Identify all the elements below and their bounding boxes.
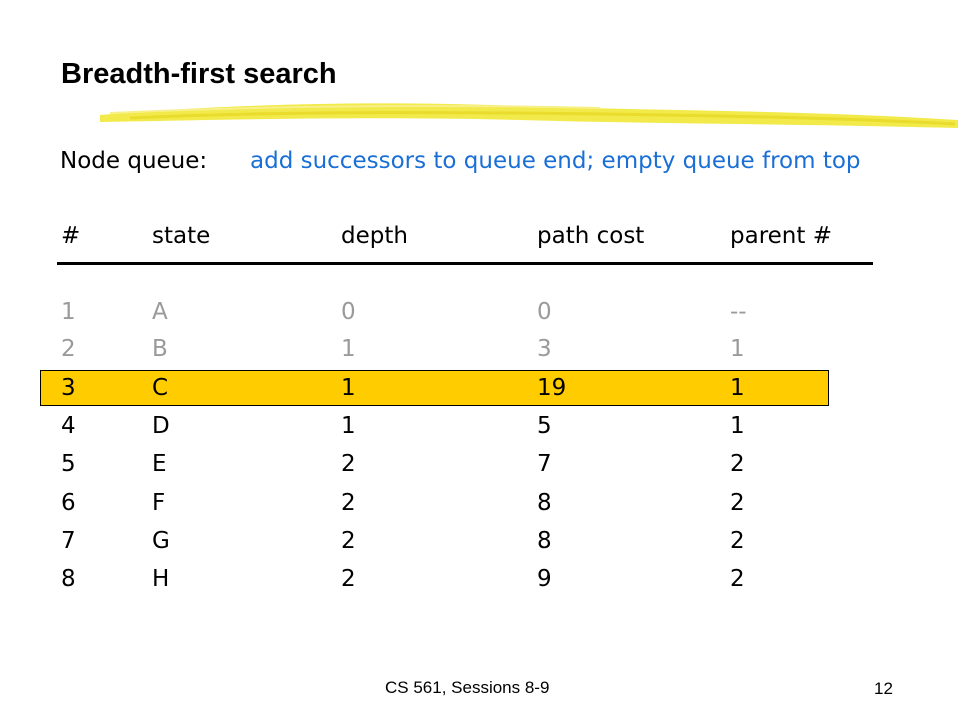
row-state: A bbox=[152, 299, 168, 325]
row-path-cost: 0 bbox=[537, 299, 552, 325]
row-depth: 2 bbox=[341, 566, 356, 592]
row-path-cost: 7 bbox=[537, 451, 552, 477]
slide-title: Breadth-first search bbox=[61, 58, 337, 90]
row-number: 5 bbox=[61, 451, 76, 477]
row-path-cost: 5 bbox=[537, 413, 552, 439]
row-state: H bbox=[152, 566, 170, 592]
row-parent: -- bbox=[730, 299, 747, 325]
row-path-cost: 19 bbox=[537, 375, 567, 401]
row-number: 2 bbox=[61, 336, 76, 362]
footer-course-label: CS 561, Sessions 8-9 bbox=[385, 678, 550, 697]
row-depth: 1 bbox=[341, 336, 356, 362]
row-number: 7 bbox=[61, 528, 76, 554]
row-number: 4 bbox=[61, 413, 76, 439]
row-path-cost: 3 bbox=[537, 336, 552, 362]
column-header-parent: parent # bbox=[730, 223, 832, 249]
row-state: D bbox=[152, 413, 170, 439]
row-parent: 2 bbox=[730, 528, 745, 554]
header-rule bbox=[57, 262, 873, 265]
node-queue-label: Node queue: bbox=[60, 148, 208, 174]
row-number: 6 bbox=[61, 490, 76, 516]
highlighted-row-box bbox=[40, 370, 829, 406]
row-state: F bbox=[152, 490, 166, 516]
row-state: G bbox=[152, 528, 170, 554]
row-depth: 1 bbox=[341, 375, 356, 401]
row-parent: 2 bbox=[730, 566, 745, 592]
row-depth: 1 bbox=[341, 413, 356, 439]
column-header-number: # bbox=[61, 223, 81, 249]
node-queue-description: add successors to queue end; empty queue… bbox=[250, 148, 861, 174]
row-state: E bbox=[152, 451, 167, 477]
row-depth: 2 bbox=[341, 490, 356, 516]
row-number: 3 bbox=[61, 375, 76, 401]
row-number: 8 bbox=[61, 566, 76, 592]
row-path-cost: 9 bbox=[537, 566, 552, 592]
slide-page-number: 12 bbox=[874, 679, 893, 698]
column-header-path-cost: path cost bbox=[537, 223, 645, 249]
row-parent: 1 bbox=[730, 413, 745, 439]
row-state: C bbox=[152, 375, 169, 401]
row-state: B bbox=[152, 336, 168, 362]
row-parent: 2 bbox=[730, 490, 745, 516]
row-depth: 0 bbox=[341, 299, 356, 325]
column-header-state: state bbox=[152, 223, 211, 249]
row-parent: 1 bbox=[730, 336, 745, 362]
row-number: 1 bbox=[61, 299, 76, 325]
row-path-cost: 8 bbox=[537, 490, 552, 516]
row-depth: 2 bbox=[341, 451, 356, 477]
row-path-cost: 8 bbox=[537, 528, 552, 554]
row-depth: 2 bbox=[341, 528, 356, 554]
row-parent: 1 bbox=[730, 375, 745, 401]
row-parent: 2 bbox=[730, 451, 745, 477]
column-header-depth: depth bbox=[341, 223, 408, 249]
